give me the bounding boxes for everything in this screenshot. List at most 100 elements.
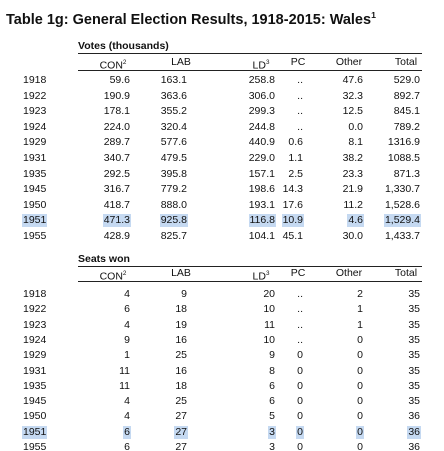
cell: 306.0	[248, 89, 275, 102]
column-label: PC	[290, 56, 306, 68]
cell: 6	[124, 441, 130, 451]
cell: 3	[269, 441, 275, 451]
cell: 299.3	[248, 105, 275, 118]
cell: 10	[263, 333, 275, 346]
cell: 0	[297, 441, 303, 451]
column-header: Other	[309, 267, 389, 280]
cell: ..	[297, 303, 303, 316]
column-header: Total	[366, 56, 444, 69]
cell: 10	[263, 303, 275, 316]
cell: 4	[124, 395, 130, 408]
column-header: PC	[258, 56, 338, 69]
column-header: Total	[366, 267, 444, 280]
year: 1929	[23, 136, 47, 149]
cell: 116.8	[248, 214, 276, 228]
cell: 320.4	[160, 120, 187, 133]
cell: 9	[269, 349, 275, 362]
cell: 178.1	[103, 105, 130, 118]
cell: 6	[269, 395, 275, 408]
cell: 47.6	[342, 74, 363, 86]
column-label: LAB	[171, 56, 191, 68]
cell: 0	[357, 349, 363, 362]
cell: 36	[407, 425, 421, 439]
cell: 355.2	[160, 105, 187, 118]
cell: 363.6	[160, 89, 187, 102]
cell: 395.8	[160, 167, 187, 180]
year: 1918	[23, 74, 47, 86]
column-label: CON	[99, 270, 123, 283]
cell: 20	[263, 288, 275, 300]
year: 1931	[23, 152, 47, 164]
cell: 9	[124, 333, 130, 346]
cell: 529.0	[393, 74, 420, 86]
cell: 38.2	[342, 152, 363, 164]
cell: 0	[357, 333, 363, 346]
cell: 0	[357, 364, 363, 377]
cell: 11.2	[343, 198, 363, 211]
cell: 4	[124, 410, 130, 423]
year: 1935	[23, 379, 47, 392]
cell: 19	[175, 318, 187, 331]
cell: 0.6	[288, 136, 303, 149]
year: 1931	[23, 364, 47, 377]
cell: 1	[124, 349, 130, 362]
title-text: Table 1g: General Election Results, 1918…	[6, 11, 372, 28]
year: 1955	[23, 230, 47, 242]
cell: 36	[408, 441, 420, 451]
cell: 35	[408, 288, 420, 300]
cell: 35	[408, 364, 420, 377]
cell: 0	[297, 395, 303, 408]
column-note: 2	[122, 270, 127, 277]
cell: 4	[124, 318, 130, 331]
column-note: 3	[265, 270, 270, 277]
cell: 1,330.7	[384, 183, 420, 196]
column-note: 2	[122, 59, 127, 66]
rule	[78, 53, 422, 54]
year: 1945	[23, 183, 47, 196]
cell: 289.7	[103, 136, 130, 149]
cell: 11	[119, 379, 130, 392]
cell: 8	[269, 364, 275, 377]
cell: 418.7	[103, 198, 130, 211]
cell: 35	[408, 333, 420, 346]
cell: 30.0	[342, 230, 363, 242]
cell: 1316.9	[387, 136, 420, 149]
year: 1922	[23, 303, 47, 316]
cell: 32.3	[342, 89, 363, 102]
cell: 12.5	[342, 105, 363, 118]
rule	[78, 281, 422, 282]
cell: 16	[175, 333, 187, 346]
year: 1935	[23, 167, 47, 180]
cell: 1088.5	[387, 152, 420, 164]
cell: 27	[175, 441, 187, 451]
cell: 0	[297, 410, 303, 423]
cell: 0	[357, 379, 363, 392]
cell: 23.3	[342, 167, 363, 180]
section-heading: Votes (thousands)	[78, 40, 169, 52]
column-header: Other	[309, 56, 389, 69]
cell: 198.6	[248, 183, 275, 196]
cell: 18	[175, 303, 187, 316]
cell: 340.7	[103, 152, 130, 164]
cell: 0.0	[348, 120, 363, 133]
cell: 0	[357, 410, 363, 423]
year: 1951	[22, 425, 48, 439]
cell: 888.0	[160, 198, 187, 211]
cell: ..	[297, 89, 303, 102]
column-label: Total	[394, 267, 418, 279]
cell: 35	[408, 303, 420, 316]
cell: 193.1	[248, 198, 275, 211]
cell: 6	[124, 303, 130, 316]
cell: 8.1	[348, 136, 363, 149]
cell: 479.5	[160, 152, 187, 164]
cell: 35	[408, 395, 420, 408]
column-label: Total	[394, 56, 418, 68]
column-header: LD3	[221, 56, 301, 73]
year: 1924	[23, 120, 47, 133]
cell: 825.7	[160, 230, 187, 242]
column-label: PC	[290, 267, 306, 279]
cell: 190.9	[103, 89, 130, 102]
column-label: LD	[252, 270, 266, 283]
cell: 577.6	[160, 136, 187, 149]
cell: 3	[268, 425, 276, 439]
